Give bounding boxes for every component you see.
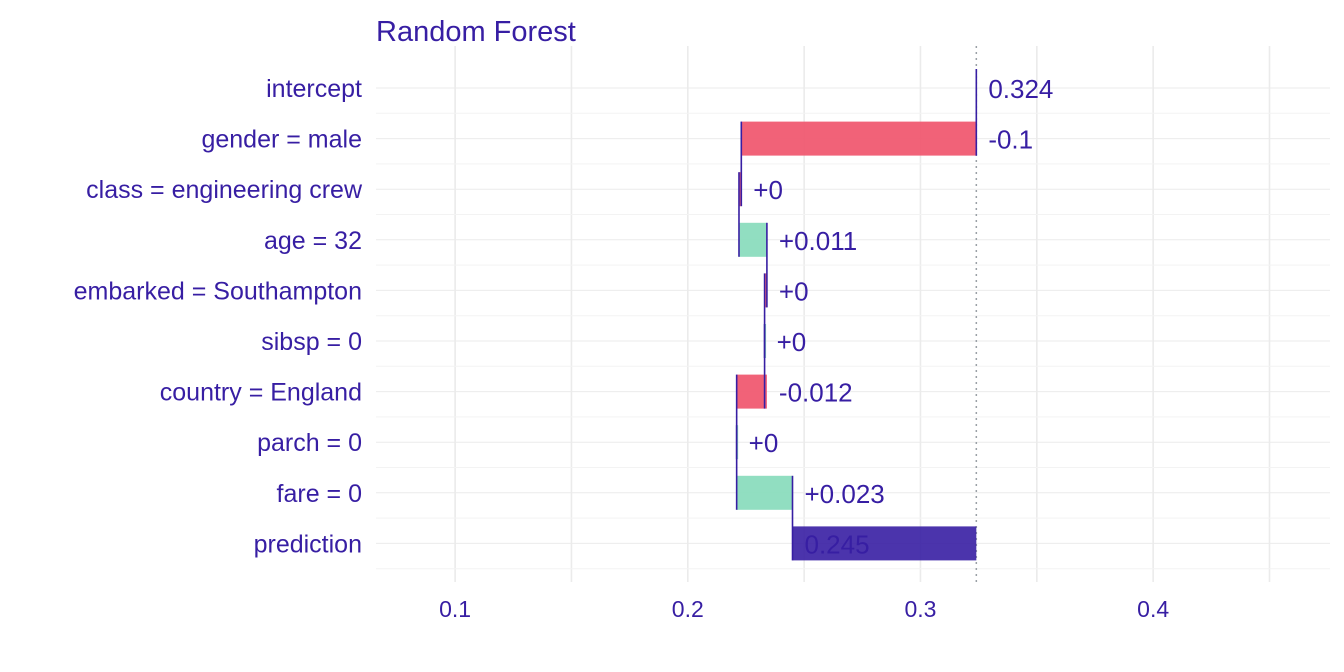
y-tick-label: prediction (254, 530, 362, 558)
value-label: +0 (749, 428, 779, 458)
value-label: 0.245 (805, 529, 870, 559)
y-axis-labels: intercept gender = male class = engineerin… (74, 75, 363, 558)
bars (736, 121, 977, 561)
x-tick-label: 0.4 (1137, 596, 1169, 622)
y-tick-label: gender = male (201, 126, 362, 154)
connectors (735, 69, 978, 561)
y-tick-label: intercept (266, 75, 362, 103)
bar-prediction (792, 526, 977, 561)
x-tick-label: 0.2 (672, 596, 704, 622)
bar-embarked-southampton (764, 273, 767, 308)
value-label: +0.011 (779, 226, 857, 256)
chart-title: Random Forest (376, 16, 576, 48)
y-tick-label: country = England (160, 379, 362, 407)
y-tick-label: embarked = Southampton (74, 277, 362, 305)
y-tick-label: age = 32 (264, 227, 362, 255)
bar-fare-0 (736, 475, 793, 510)
value-label: 0.324 (988, 74, 1053, 104)
x-axis-labels: 0.1 0.2 0.3 0.4 (439, 596, 1169, 622)
value-label: +0 (779, 276, 809, 306)
x-tick-label: 0.3 (904, 596, 936, 622)
bar-age-32 (738, 222, 767, 257)
y-tick-label: parch = 0 (257, 429, 362, 457)
value-label: +0 (753, 175, 783, 205)
bar-class-engineering-crew (738, 172, 742, 207)
y-tick-label: class = engineering crew (86, 176, 363, 204)
bar-country-england (736, 374, 767, 409)
value-label: +0.023 (805, 479, 885, 509)
y-tick-label: fare = 0 (277, 480, 362, 508)
value-label: -0.012 (779, 378, 853, 408)
value-label: +0 (777, 327, 807, 357)
grid-lines (376, 46, 1330, 582)
value-label: -0.1 (988, 125, 1033, 155)
x-tick-label: 0.1 (439, 596, 471, 622)
bar-gender-male (741, 121, 977, 156)
y-tick-label: sibsp = 0 (261, 328, 362, 356)
